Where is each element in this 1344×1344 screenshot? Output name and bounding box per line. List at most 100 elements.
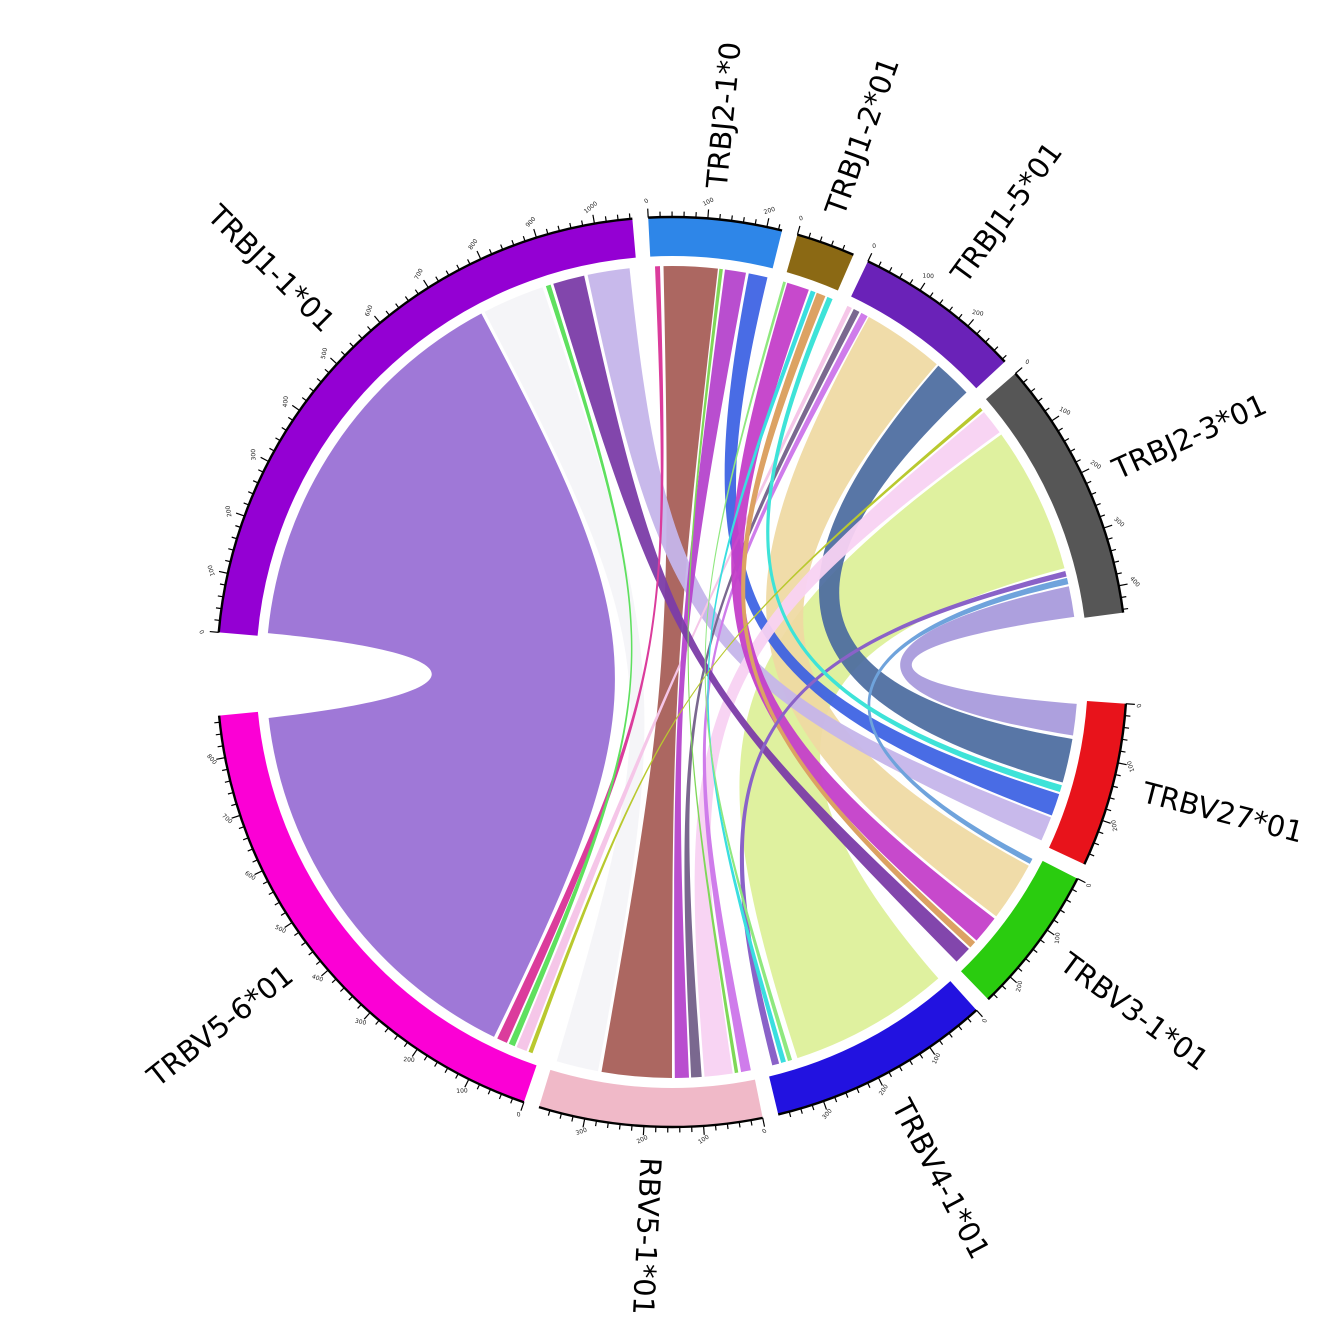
axis-tick-J1-1 [467, 259, 471, 265]
axis-tick-J1-1 [215, 607, 222, 610]
axis-tick-V5-6 [357, 1004, 362, 1009]
ribbon-V5-1_J1-5_plum [702, 312, 868, 1073]
axis-tick-V5-6 [363, 1012, 371, 1020]
axis-tick-V5-6 [321, 969, 329, 977]
axis-tick-V27 [1119, 750, 1126, 753]
axis-tick-label-J2-3: 400 [1128, 575, 1141, 588]
axis-tick-label-J2-3: 100 [1058, 406, 1072, 417]
axis-tick-label-V4-1: 200 [878, 1083, 890, 1097]
axis-tick-J1-2 [808, 232, 812, 239]
axis-tick-V5-1 [714, 1124, 717, 1131]
axis-tick-V3-1 [1059, 909, 1065, 914]
segment-label-J1-1: TRBJ1-1*01 [200, 197, 341, 338]
axis-tick-J2-1 [719, 213, 721, 220]
axis-tick-V5-6 [215, 733, 222, 736]
axis-tick-label-J1-1: 600 [364, 304, 375, 317]
axis-tick-J2-1 [766, 218, 770, 228]
ribbon-V5-1_J2-3_lightpink [694, 412, 1000, 1077]
segment-arc-J2-1 [648, 216, 783, 269]
axis-tick-J1-1 [522, 235, 526, 242]
axis-tick-J1-1 [604, 216, 607, 222]
axis-tick-V5-6 [262, 880, 269, 885]
segment-arc-V3-1 [960, 860, 1078, 1000]
axis-tick-label-V27: 200 [1110, 819, 1119, 832]
axis-tick-J2-1 [777, 224, 781, 230]
axis-tick-V4-1 [811, 1104, 815, 1111]
segment-outline-J2-1 [648, 215, 783, 232]
segment-outline-V5-1 [538, 1105, 763, 1129]
axis-tick-V5-6 [498, 1093, 503, 1100]
ribbon-V27_J2-1_royalblue [724, 273, 1060, 816]
axis-tick-J1-5 [939, 299, 944, 305]
axis-tick-V27 [1123, 726, 1130, 729]
axis-tick-J1-1 [316, 378, 322, 383]
axis-tick-V5-6 [403, 1041, 408, 1048]
axis-tick-V5-6 [331, 978, 337, 984]
axis-tick-V5-6 [423, 1055, 428, 1061]
segment-label-V5-1: RBV5-1*01 [626, 1157, 668, 1316]
ribbon-V27_J1-1_lavender [587, 268, 1052, 841]
segment-label-J2-1: TRBJ2-1*0 [700, 40, 748, 190]
axis-tick-V5-6 [348, 995, 354, 1001]
ribbon-V3-1_J1-2_orchid [731, 282, 995, 941]
axis-tick-V3-1 [1017, 967, 1023, 972]
axis-tick-V27 [1105, 808, 1112, 812]
axis-tick-V3-1 [1071, 888, 1077, 893]
axis-tick-V5-6 [294, 931, 300, 937]
segment-label-V27: TRBV27*01 [1138, 775, 1307, 849]
axis-tick-J1-2 [796, 225, 801, 235]
axis-tick-J1-1 [260, 456, 269, 463]
axis-tick-J1-5 [976, 329, 981, 335]
axis-tick-V5-6 [214, 721, 220, 724]
axis-tick-V27 [1093, 842, 1100, 846]
segment-outline-V4-1 [777, 1009, 978, 1116]
axis-tick-label-V5-6: 100 [456, 1087, 468, 1095]
axis-tick-J2-3 [1022, 378, 1028, 384]
axis-tick-V5-6 [252, 859, 258, 863]
axis-tick-label-V5-6: 800 [205, 753, 218, 766]
axis-tick-J1-2 [842, 244, 846, 251]
axis-tick-label-J2-1: 200 [763, 206, 776, 216]
axis-tick-J2-3 [1099, 514, 1106, 518]
axis-tick-J1-5 [948, 306, 954, 312]
axis-tick-J1-1 [435, 276, 440, 282]
axis-tick-J1-1 [476, 250, 482, 260]
axis-tick-V4-1 [957, 1025, 963, 1031]
axis-tick-V5-6 [238, 826, 245, 830]
segment-label-V5-6: TRBV5-6*01 [140, 958, 300, 1094]
axis-tick-J1-1 [385, 310, 390, 316]
axis-tick-V4-1 [919, 1053, 924, 1059]
axis-tick-J1-1 [616, 214, 619, 221]
axis-tick-V5-6 [301, 941, 307, 946]
axis-tick-V5-6 [510, 1097, 514, 1104]
axis-tick-J2-3 [1057, 427, 1063, 432]
axis-tick-label-V5-6: 0 [516, 1111, 521, 1119]
axis-tick-J1-2 [830, 240, 834, 247]
ribbon-V3-1_J1-5_wheat [766, 316, 1029, 917]
axis-tick-V5-6 [284, 922, 293, 928]
axis-tick-label-V3-1: 200 [1015, 980, 1024, 993]
axis-tick-V5-1 [594, 1120, 598, 1127]
axis-tick-label-J2-3: 0 [1024, 358, 1030, 366]
axis-tick-J1-1 [248, 491, 254, 495]
axis-tick-label-V5-1: 0 [761, 1127, 769, 1135]
axis-tick-J1-1 [235, 525, 241, 528]
axis-tick-V5-6 [434, 1061, 438, 1067]
axis-tick-V5-6 [242, 837, 249, 841]
axis-tick-V5-6 [216, 757, 226, 760]
axis-tick-V3-1 [1077, 878, 1086, 884]
axis-tick-J1-5 [958, 313, 963, 319]
axis-tick-label-V3-1: 100 [1054, 932, 1062, 944]
axis-tick-J1-1 [291, 404, 300, 412]
axis-tick-V5-6 [222, 768, 228, 772]
axis-tick-J1-1 [592, 214, 596, 224]
axis-tick-V5-6 [268, 891, 274, 896]
axis-tick-label-V5-1: 300 [575, 1127, 588, 1137]
segment-arc-V5-1 [538, 1069, 763, 1128]
axis-tick-J2-3 [1116, 572, 1122, 575]
axis-tick-V27 [1124, 715, 1131, 717]
axis-tick-label-V5-1: 200 [636, 1134, 650, 1145]
axis-tick-J1-1 [349, 342, 355, 348]
axis-tick-J1-1 [214, 619, 220, 622]
ribbons-layer [267, 266, 1077, 1079]
